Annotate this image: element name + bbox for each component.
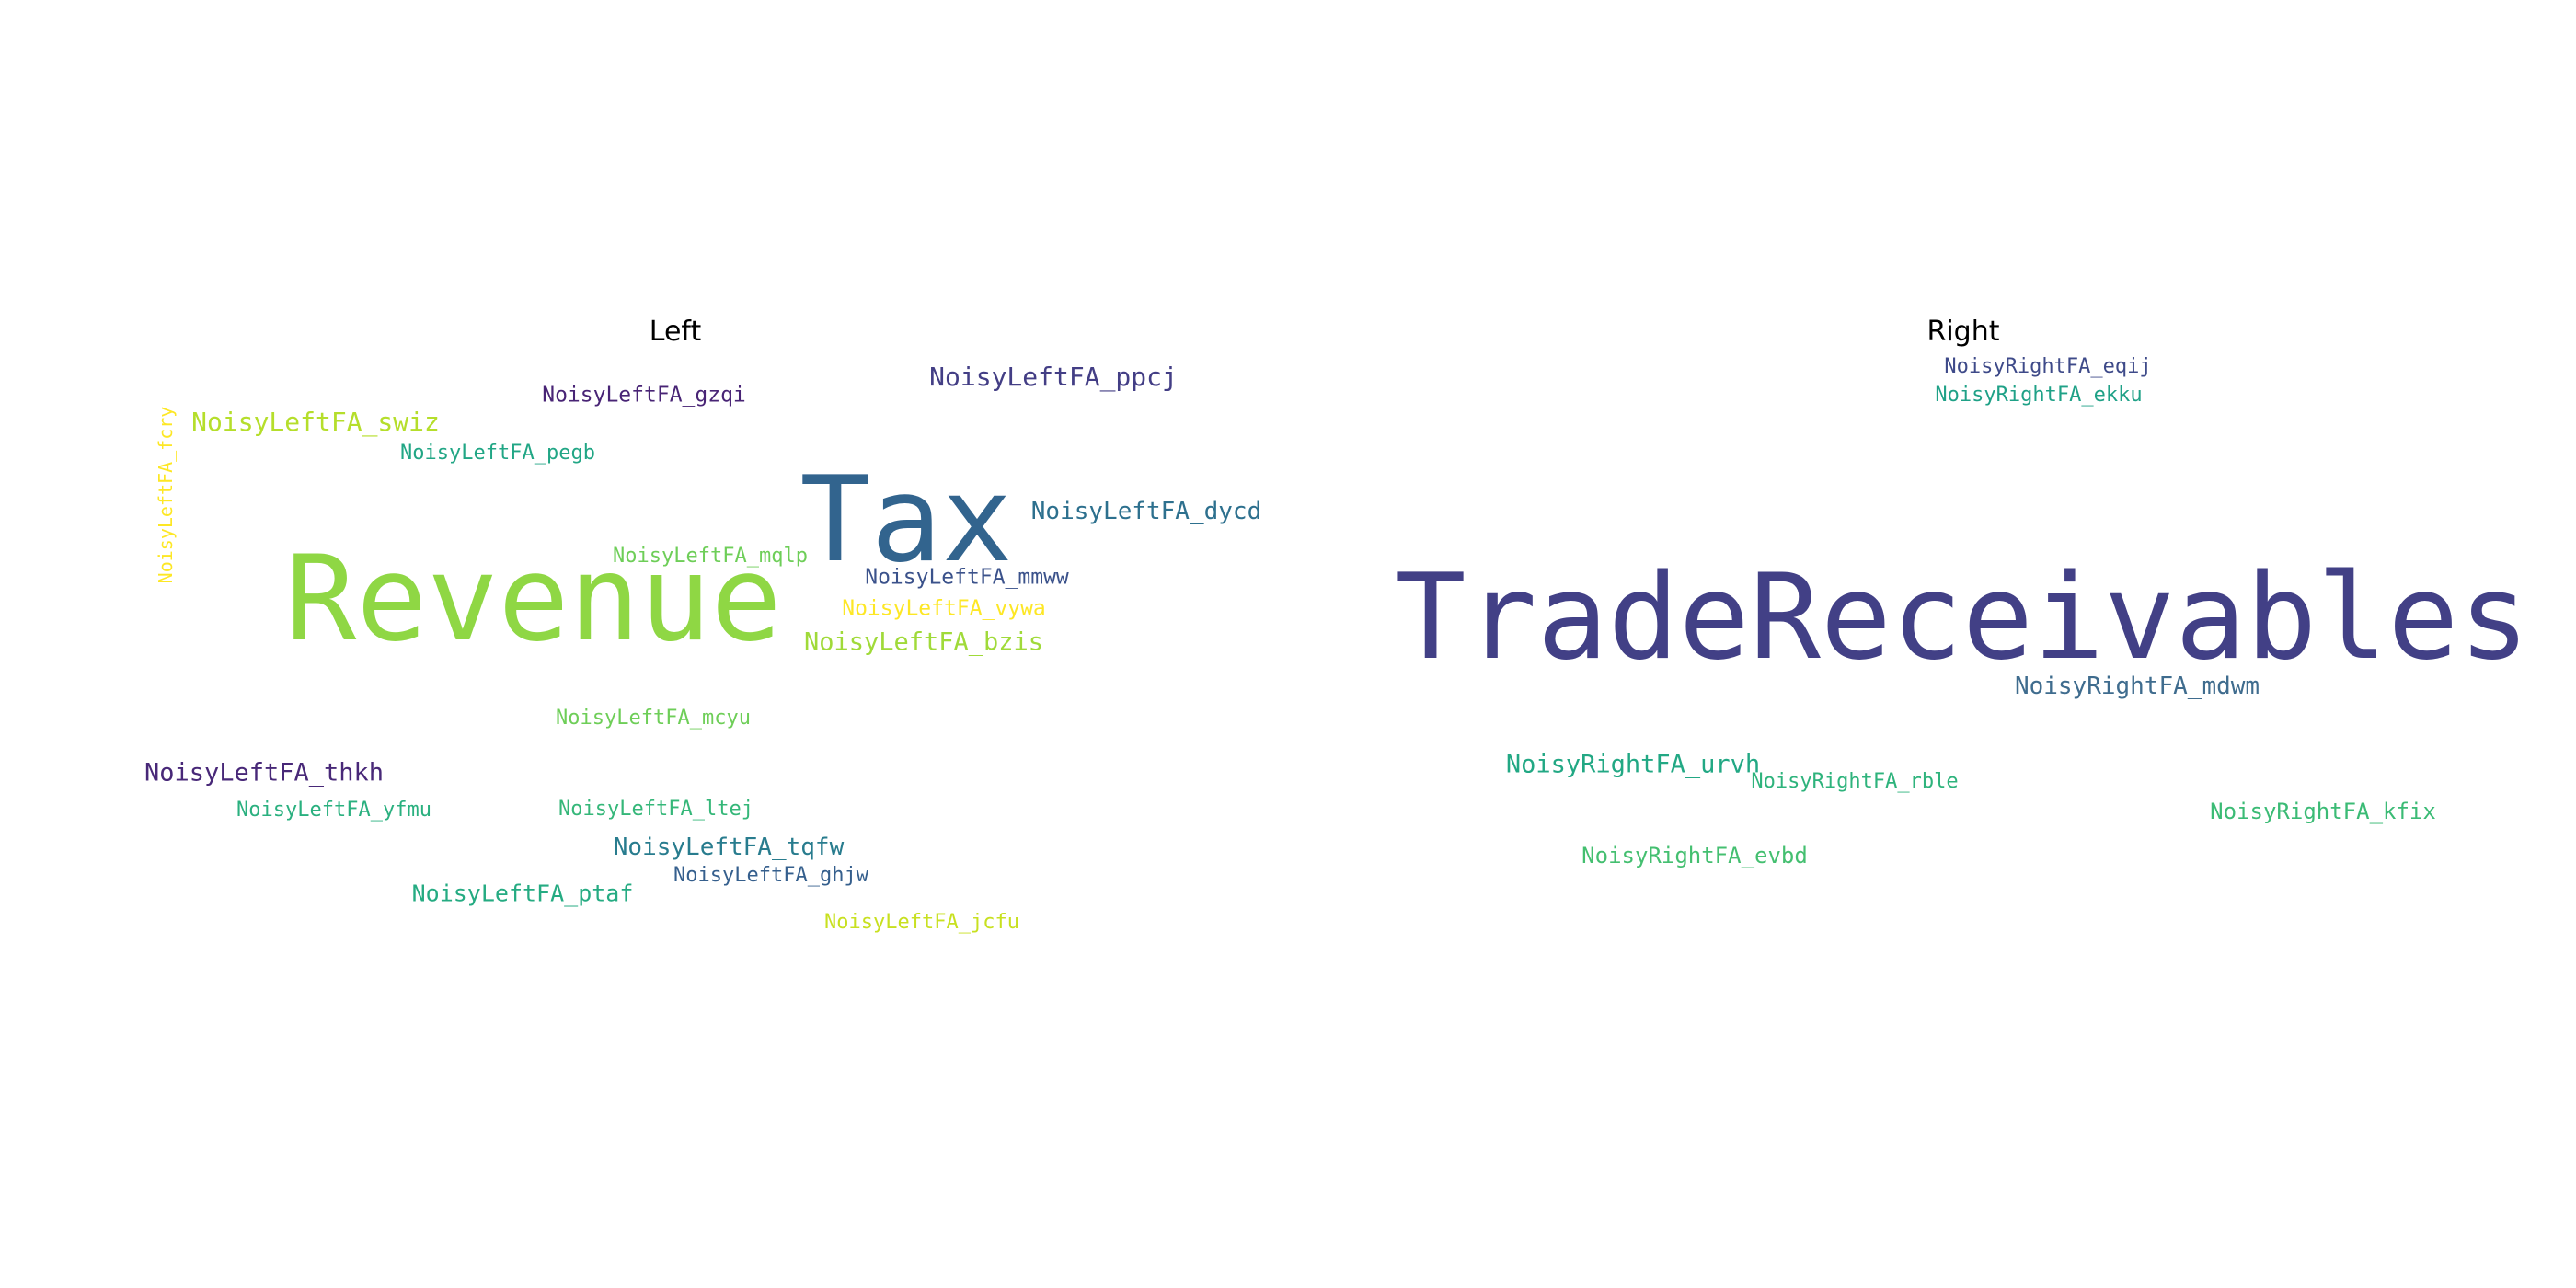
word-jcfu: NoisyLeftFA_jcfu	[824, 911, 1019, 934]
word-tqfw: NoisyLeftFA_tqfw	[613, 834, 845, 861]
left-word-cloud: Left Revenue Tax NoisyLeftFA_ppcj NoisyL…	[144, 316, 1262, 934]
word-tradereceivables: TradeReceivables	[1395, 549, 2530, 686]
word-ppcj: NoisyLeftFA_ppcj	[929, 362, 1178, 392]
word-ghjw: NoisyLeftFA_ghjw	[673, 864, 868, 887]
word-thkh: NoisyLeftFA_thkh	[144, 758, 385, 788]
word-mcyu: NoisyLeftFA_mcyu	[556, 707, 751, 730]
word-rble: NoisyRightFA_rble	[1751, 770, 1959, 793]
word-kfix: NoisyRightFA_kfix	[2210, 799, 2436, 824]
word-evbd: NoisyRightFA_evbd	[1581, 843, 1808, 868]
word-mqlp: NoisyLeftFA_mqlp	[613, 545, 808, 568]
right-title: Right	[1926, 316, 2000, 348]
word-yfmu: NoisyLeftFA_yfmu	[236, 799, 431, 822]
word-dycd: NoisyLeftFA_dycd	[1030, 498, 1262, 525]
word-fcry: NoisyLeftFA_fcry	[155, 406, 177, 584]
right-word-cloud: Right TradeReceivables NoisyRightFA_eqij…	[1288, 0, 2576, 1288]
word-ltej: NoisyLeftFA_ltej	[558, 798, 753, 821]
word-ptaf: NoisyLeftFA_ptaf	[411, 880, 634, 907]
left-title: Left	[649, 316, 702, 348]
word-ekku: NoisyRightFA_ekku	[1935, 384, 2143, 407]
word-urvh: NoisyRightFA_urvh	[1505, 750, 1761, 779]
word-revenue: Revenue	[285, 531, 782, 668]
word-mmww: NoisyLeftFA_mmww	[865, 565, 1069, 590]
word-tax: Tax	[799, 452, 1013, 589]
word-eqij: NoisyRightFA_eqij	[1944, 355, 2152, 378]
word-bzis: NoisyLeftFA_bzis	[803, 627, 1044, 657]
word-vywa: NoisyLeftFA_vywa	[842, 596, 1046, 621]
word-swiz: NoisyLeftFA_swiz	[191, 407, 440, 437]
word-pegb: NoisyLeftFA_pegb	[400, 442, 595, 465]
word-gzqi: NoisyLeftFA_gzqi	[542, 383, 746, 408]
word-mdwm: NoisyRightFA_mdwm	[2014, 673, 2260, 700]
